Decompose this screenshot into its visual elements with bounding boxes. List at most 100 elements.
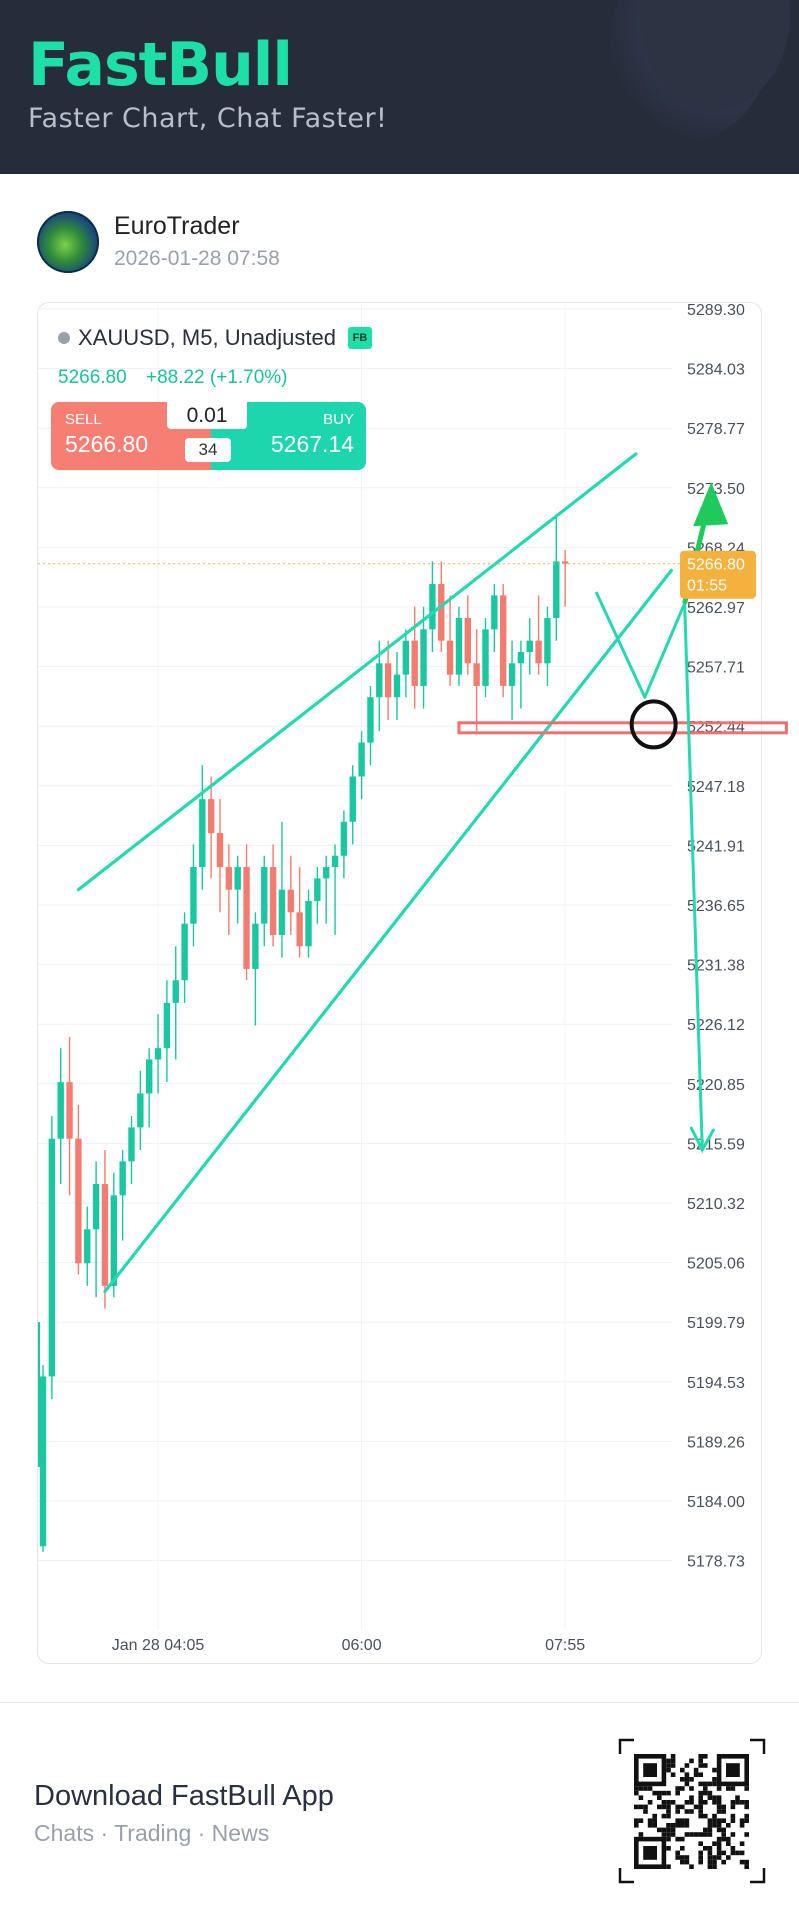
qr-module [647,1818,653,1823]
candle-body [491,595,498,630]
buy-button[interactable]: BUY 5267.14 [211,402,366,470]
qr-module [689,1758,694,1764]
instrument-label[interactable]: XAUUSD, M5, Unadjusted [78,325,336,350]
qr-module [657,1795,662,1800]
qr-module [712,1777,717,1782]
price-change: +88.22 (+1.70%) [145,367,288,388]
fb-badge: FB [348,327,372,349]
qr-module [721,1818,726,1823]
candle-body [544,618,551,664]
download-title[interactable]: Download FastBull App [34,1780,334,1812]
qr-module [698,1754,703,1759]
qr-module [698,1855,703,1860]
y-tick-label: 5236.65 [687,898,745,915]
qr-module [689,1809,694,1814]
x-tick-label: 06:00 [342,1637,382,1654]
candle-body [438,584,445,641]
qr-module [716,1827,722,1833]
qr-finder-inner [643,1846,657,1860]
candle-body [402,640,410,675]
y-tick-label: 5273.50 [687,481,745,498]
qr-module [666,1823,671,1828]
qr-module [666,1758,671,1764]
candle-body [314,878,321,902]
qr-module [661,1790,667,1796]
qr-module [661,1804,667,1810]
qr-module [744,1832,749,1837]
instrument-header: XAUUSD, M5, Unadjusted FB [58,325,372,351]
qr-module [698,1859,703,1865]
qr-module [716,1841,722,1846]
qr-module [684,1777,690,1782]
qr-module [730,1850,736,1856]
qr-module [707,1859,713,1865]
qr-module [744,1786,749,1791]
qr-module [698,1850,703,1856]
qr-module [726,1841,731,1846]
qr-module [670,1772,676,1777]
qr-module [712,1855,717,1860]
qr-finder-inner [643,1763,657,1777]
qr-module [680,1777,685,1782]
buy-label: BUY [323,411,354,428]
current-price-tag [680,550,756,599]
qr-module [712,1767,717,1773]
qr-module [721,1836,726,1842]
author-avatar[interactable] [37,211,99,273]
sell-label: SELL [65,411,102,428]
qr-module [707,1781,713,1787]
candle-body [287,889,294,913]
y-tick-label: 5184.00 [687,1494,745,1511]
qr-module [716,1818,722,1823]
countdown-label: 01:55 [687,578,727,595]
candle-body [84,1229,91,1264]
qr-module [666,1790,671,1796]
qr-module [730,1846,736,1851]
price-chart[interactable]: 5289.305284.035278.775273.505268.245262.… [0,0,799,1700]
qr-module [712,1795,717,1800]
qr-module [721,1809,726,1814]
qr-module [698,1832,703,1837]
buy-price: 5267.14 [270,431,354,457]
qr-module [698,1781,703,1787]
download-subtitle: Chats · Trading · News [34,1820,270,1846]
brand-logo: FastBull [28,30,293,100]
qr-module [716,1855,722,1860]
qr-module [666,1864,671,1869]
breakout-circle [629,699,678,750]
qr-module [707,1823,713,1828]
qr-module [703,1790,708,1796]
qr-module [721,1804,726,1810]
sell-button[interactable]: SELL 5266.80 [51,402,211,470]
qr-module [744,1818,749,1823]
author-name[interactable]: EuroTrader [114,212,240,240]
qr-module [703,1846,708,1851]
qr-module [744,1859,749,1865]
candle-body [517,651,525,664]
lot-size-input[interactable]: 0.01 [167,402,247,429]
qr-module [670,1832,676,1837]
qr-module [684,1859,690,1865]
x-tick-label: Jan 28 04:05 [112,1637,205,1654]
qr-module [666,1767,671,1773]
candle-body [376,663,383,698]
qr-module [638,1804,644,1810]
price-summary: 5266.80 +88.22 (+1.70%) [58,367,288,389]
candle-body [411,640,418,686]
qr-module [712,1859,717,1865]
qr-module [684,1763,690,1768]
qr-module [670,1763,676,1768]
y-tick-label: 5220.85 [687,1077,745,1094]
support-zone [457,721,788,735]
candle-body [561,561,569,564]
candle-body [137,1093,144,1128]
upper-trendline [76,452,638,892]
candle-body [508,663,516,686]
qr-module [730,1786,736,1791]
qr-module [684,1809,690,1814]
qr-module [689,1777,694,1782]
projected-path [594,591,687,699]
qr-module [680,1818,685,1823]
candle-body [446,640,454,675]
qr-code[interactable] [618,1738,766,1884]
